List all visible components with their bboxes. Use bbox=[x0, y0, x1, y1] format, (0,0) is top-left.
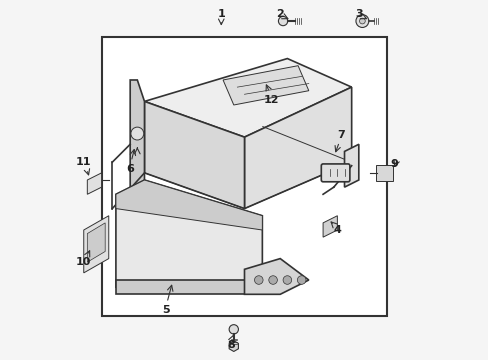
Polygon shape bbox=[144, 102, 244, 208]
Polygon shape bbox=[87, 173, 102, 194]
FancyBboxPatch shape bbox=[375, 165, 393, 181]
Bar bbox=[102, 37, 386, 316]
Circle shape bbox=[355, 15, 368, 27]
Text: 9: 9 bbox=[390, 159, 398, 169]
Circle shape bbox=[254, 276, 263, 284]
Polygon shape bbox=[323, 216, 337, 237]
Text: 4: 4 bbox=[333, 225, 341, 235]
Circle shape bbox=[229, 325, 238, 334]
Polygon shape bbox=[229, 341, 238, 351]
Polygon shape bbox=[116, 180, 262, 230]
Text: 5: 5 bbox=[162, 305, 169, 315]
Text: 8: 8 bbox=[226, 340, 234, 350]
Text: 3: 3 bbox=[354, 9, 362, 19]
Text: 1: 1 bbox=[217, 9, 224, 19]
Polygon shape bbox=[144, 59, 351, 137]
Circle shape bbox=[268, 276, 277, 284]
Circle shape bbox=[283, 276, 291, 284]
Polygon shape bbox=[116, 180, 262, 287]
Polygon shape bbox=[244, 258, 308, 294]
Text: 2: 2 bbox=[276, 9, 284, 19]
Polygon shape bbox=[223, 66, 308, 105]
Circle shape bbox=[278, 17, 287, 26]
Polygon shape bbox=[87, 223, 105, 262]
FancyBboxPatch shape bbox=[321, 164, 349, 182]
Polygon shape bbox=[83, 216, 108, 273]
Polygon shape bbox=[344, 144, 358, 187]
Circle shape bbox=[359, 18, 365, 24]
Polygon shape bbox=[130, 80, 144, 202]
Text: 11: 11 bbox=[75, 157, 91, 167]
Polygon shape bbox=[116, 280, 262, 294]
Text: 10: 10 bbox=[75, 257, 91, 267]
Text: 6: 6 bbox=[126, 164, 134, 174]
Circle shape bbox=[297, 276, 305, 284]
Polygon shape bbox=[244, 87, 351, 208]
Circle shape bbox=[131, 127, 143, 140]
Text: 7: 7 bbox=[336, 130, 344, 140]
Text: 12: 12 bbox=[263, 95, 279, 105]
